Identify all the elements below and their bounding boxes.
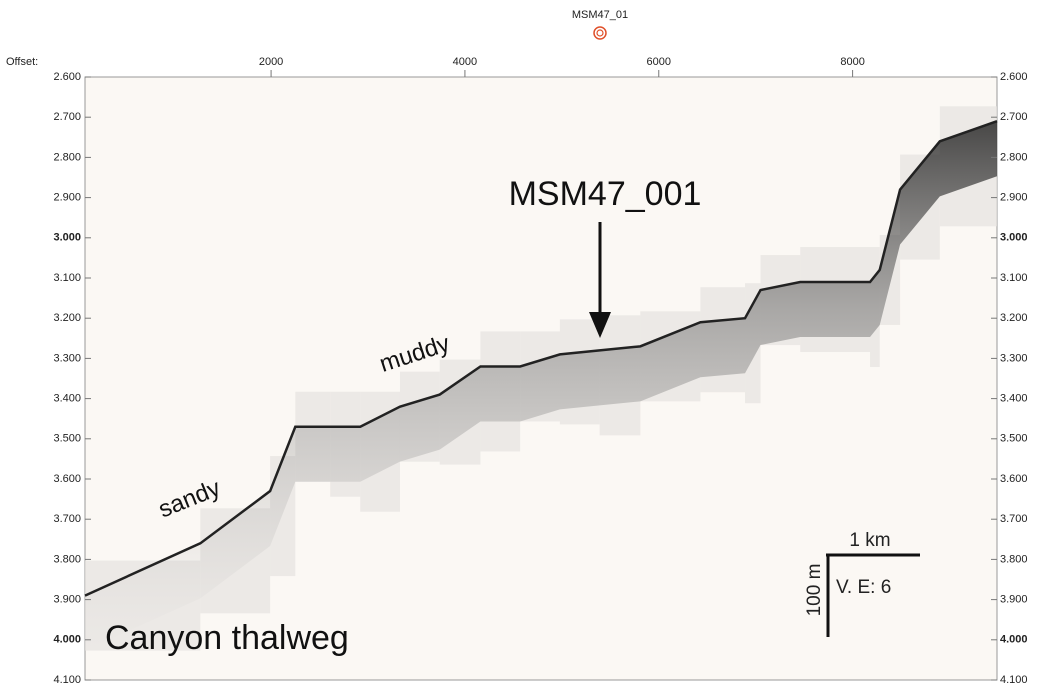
y2-tick-label: 3.000 bbox=[1000, 232, 1028, 244]
x-tick-label: 2000 bbox=[259, 56, 283, 68]
y-tick-label: 3.100 bbox=[53, 272, 81, 284]
y2-tick-label: 2.800 bbox=[1000, 151, 1028, 163]
y2-tick-label: 3.300 bbox=[1000, 352, 1028, 364]
x-tick-label: 8000 bbox=[840, 56, 864, 68]
site-icon bbox=[594, 27, 606, 39]
y2-tick-label: 3.400 bbox=[1000, 393, 1028, 405]
y2-tick-label: 2.700 bbox=[1000, 111, 1028, 123]
x-axis-label: Offset: bbox=[6, 56, 38, 68]
y-tick-label: 3.900 bbox=[53, 594, 81, 606]
y2-tick-label: 3.800 bbox=[1000, 553, 1028, 565]
y-tick-label: 2.800 bbox=[53, 151, 81, 163]
y2-tick-label: 2.600 bbox=[1000, 71, 1028, 83]
site-icon-inner bbox=[597, 30, 603, 36]
y2-tick-label: 3.500 bbox=[1000, 433, 1028, 445]
y-tick-label: 3.200 bbox=[53, 312, 81, 324]
x-tick-label: 4000 bbox=[453, 56, 477, 68]
y-tick-label: 3.500 bbox=[53, 433, 81, 445]
header: MSM47_01 bbox=[572, 9, 628, 21]
scale-v-label: 100 m bbox=[804, 564, 825, 617]
y2-tick-label: 3.700 bbox=[1000, 513, 1028, 525]
x-tick-label: 6000 bbox=[647, 56, 671, 68]
y-tick-label: 3.300 bbox=[53, 352, 81, 364]
y-tick-label: 2.600 bbox=[53, 71, 81, 83]
y-tick-label: 3.600 bbox=[53, 473, 81, 485]
y-tick-label: 2.700 bbox=[53, 111, 81, 123]
scale-h-label: 1 km bbox=[849, 530, 890, 551]
y2-tick-label: 2.900 bbox=[1000, 192, 1028, 204]
ve-label: V. E: 6 bbox=[836, 577, 891, 598]
y2-tick-label: 4.100 bbox=[1000, 674, 1028, 686]
y2-tick-label: 3.600 bbox=[1000, 473, 1028, 485]
y-tick-label: 2.900 bbox=[53, 192, 81, 204]
y2-tick-label: 3.900 bbox=[1000, 594, 1028, 606]
site-label: MSM47_001 bbox=[509, 175, 702, 213]
y2-tick-label: 3.100 bbox=[1000, 272, 1028, 284]
y2-tick-label: 3.200 bbox=[1000, 312, 1028, 324]
chart: MSM47_01 Offset: MSM47_001 muddy sandy C… bbox=[0, 0, 1038, 686]
y-tick-label: 3.700 bbox=[53, 513, 81, 525]
thalweg-label: Canyon thalweg bbox=[105, 619, 349, 657]
y-tick-label: 3.800 bbox=[53, 553, 81, 565]
y2-tick-label: 4.000 bbox=[1000, 634, 1028, 646]
y-tick-label: 4.100 bbox=[53, 674, 81, 686]
y-tick-label: 3.400 bbox=[53, 393, 81, 405]
y-tick-label: 4.000 bbox=[53, 634, 81, 646]
y-tick-label: 3.000 bbox=[53, 232, 81, 244]
